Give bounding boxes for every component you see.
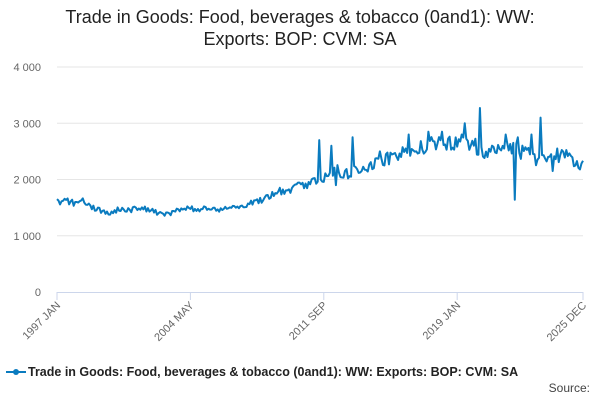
gridlines <box>57 66 583 237</box>
legend[interactable]: Trade in Goods: Food, beverages & tobacc… <box>6 364 600 382</box>
y-tick-label: 1 000 <box>13 231 41 243</box>
x-tick-label: 2019 JAN <box>421 300 464 343</box>
x-tick-label: 1997 JAN <box>20 300 63 343</box>
legend-series-label: Trade in Goods: Food, beverages & tobacc… <box>28 365 519 379</box>
chart-title-line-1: Trade in Goods: Food, beverages & tobacc… <box>65 7 535 27</box>
y-tick-label: 2 000 <box>13 175 41 187</box>
x-tick-label: 2025 DEC <box>545 300 589 344</box>
y-axis-tick-labels: 0 1 000 2 000 3 000 4 000 <box>13 62 41 299</box>
source-label: Source: <box>548 381 590 395</box>
x-axis: 1997 JAN 2004 MAY 2011 SEP 2019 JAN 2025 DEC <box>20 292 589 344</box>
y-tick-label: 3 000 <box>13 118 41 130</box>
x-tick-label: 2011 SEP <box>287 300 330 343</box>
y-tick-label: 4 000 <box>13 62 41 74</box>
x-tick-label: 2004 MAY <box>152 299 197 344</box>
chart-title: Trade in Goods: Food, beverages & tobacc… <box>0 6 600 50</box>
legend-line-symbol-icon <box>6 369 26 375</box>
series-line[interactable] <box>56 107 584 217</box>
series-layer <box>56 107 584 217</box>
y-tick-label: 0 <box>35 287 41 299</box>
chart-title-line-2: Exports: BOP: CVM: SA <box>203 29 397 49</box>
